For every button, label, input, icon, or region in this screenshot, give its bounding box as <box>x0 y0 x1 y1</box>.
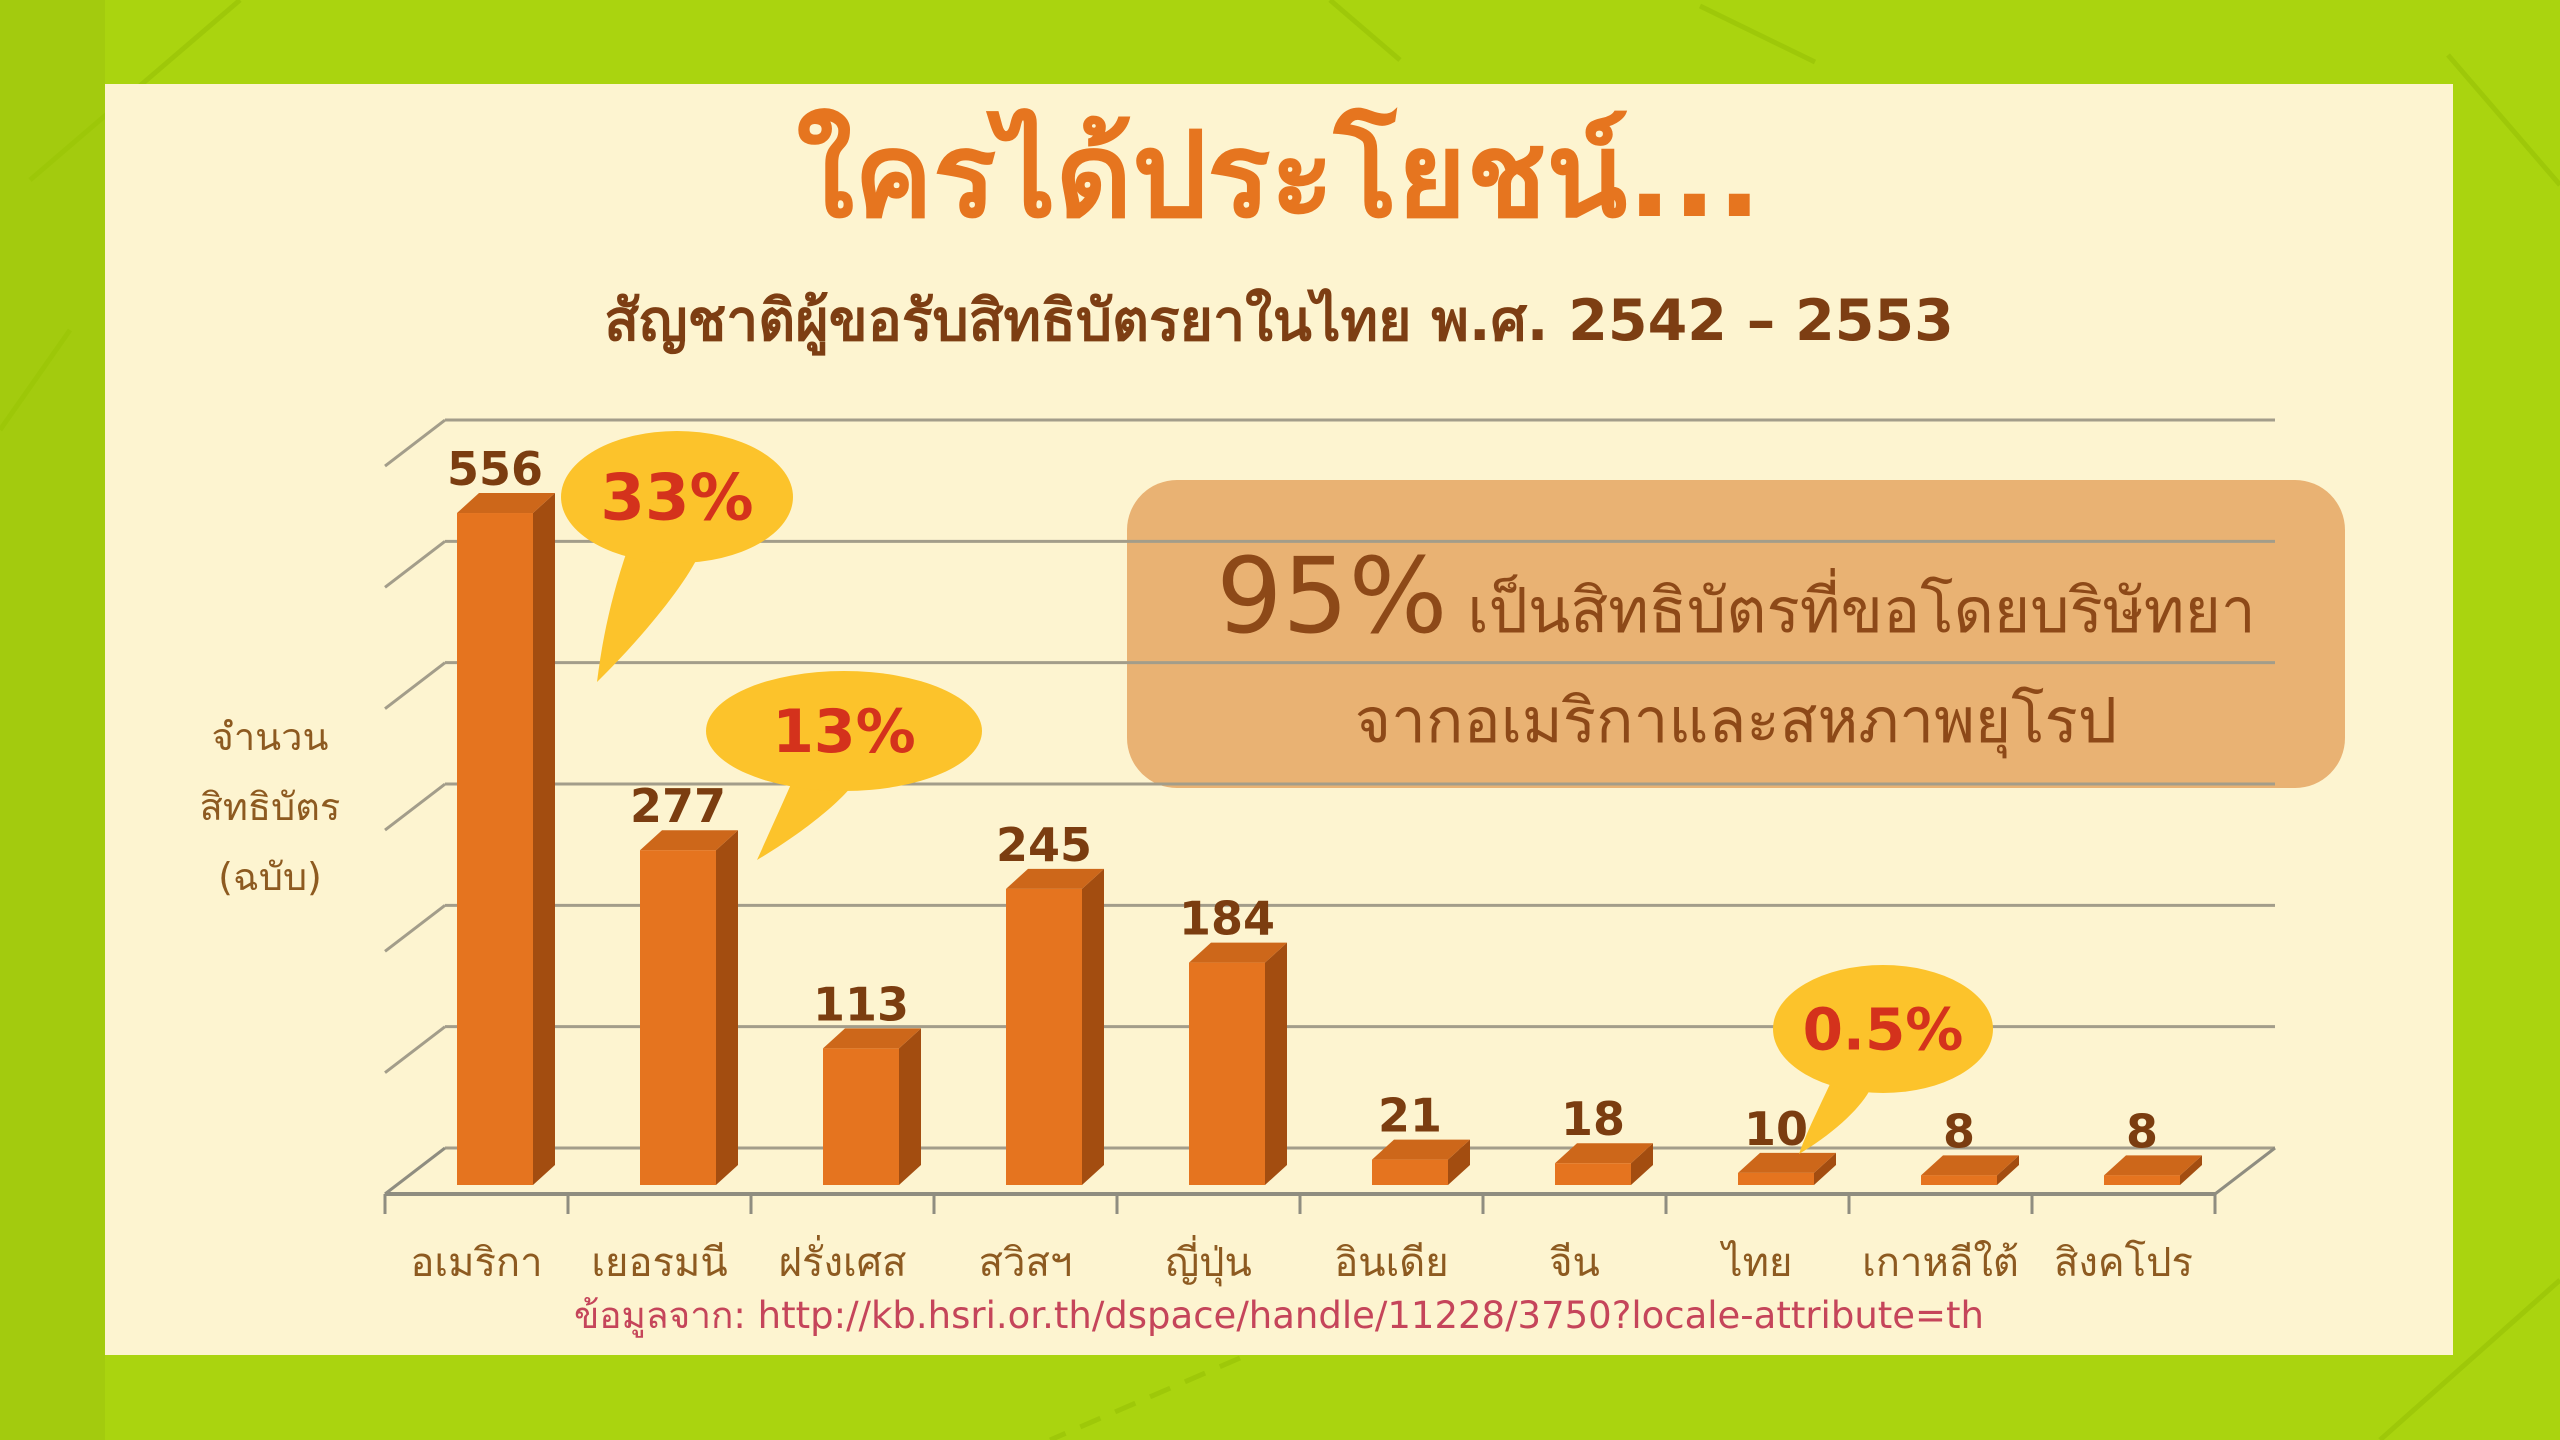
category-label: เยอรมนี <box>591 1240 727 1286</box>
bar <box>640 850 716 1185</box>
bar <box>1006 888 1082 1185</box>
gridline-hook <box>384 904 446 953</box>
bar-side-face <box>716 830 738 1185</box>
floor-left-edge <box>384 1146 446 1196</box>
bar-value-label: 10 <box>1744 1102 1808 1156</box>
bar <box>1921 1175 1997 1185</box>
callout-label: 33% <box>600 461 753 535</box>
bar-top-face <box>1372 1139 1470 1160</box>
callout-bubble-tail <box>597 548 701 682</box>
annotation-box <box>1127 480 2345 788</box>
bar-side-face <box>533 493 555 1185</box>
category-label: อเมริกา <box>410 1240 542 1286</box>
bar-side-face <box>2180 1155 2202 1185</box>
gridline-hook <box>384 540 446 589</box>
bar-top-face <box>640 830 738 851</box>
bar-side-face <box>1448 1139 1470 1185</box>
bar-value-label: 113 <box>813 977 909 1031</box>
bar <box>1372 1159 1448 1185</box>
bar-side-face <box>1631 1143 1653 1185</box>
floor-right-edge <box>2214 1146 2276 1196</box>
category-label: อินเดีย <box>1334 1240 1448 1286</box>
category-label: ญี่ปุ่น <box>1165 1235 1252 1287</box>
bar-value-label: 277 <box>630 779 726 833</box>
bar-value-label: 556 <box>447 442 543 496</box>
bar-side-face <box>1814 1152 1836 1185</box>
source-url: http://kb.hsri.or.th/dspace/handle/11228… <box>757 1294 1985 1337</box>
y-axis-label-line3: (ฉบับ) <box>218 855 322 899</box>
bar-side-face <box>1265 942 1287 1185</box>
bar <box>2104 1175 2180 1185</box>
y-axis-label-line2: สิทธิบัตร <box>199 785 341 829</box>
bar-top-face <box>1555 1143 1653 1164</box>
annotation-text-line1: 95% เป็นสิทธิบัตรที่ขอโดยบริษัทยา <box>1216 535 2255 657</box>
callout-bubble-tail <box>1799 1082 1873 1154</box>
callout-bubble <box>1773 965 1993 1093</box>
annotation-text-line2: จากอเมริกาและสหภาพยุโรป <box>1355 684 2117 758</box>
bar-side-face <box>899 1028 921 1185</box>
callout-label: 13% <box>772 697 916 767</box>
category-label: เกาหลีใต้ <box>1862 1239 2019 1286</box>
bar <box>1555 1163 1631 1185</box>
y-axis-label-line1: จำนวน <box>211 715 329 759</box>
bar-value-label: 8 <box>1943 1104 1975 1158</box>
gridline-hook <box>384 1025 446 1074</box>
category-label: จีน <box>1549 1240 1600 1286</box>
bar-top-face <box>1738 1152 1836 1173</box>
bar-top-face <box>2104 1155 2202 1176</box>
background-left-strip <box>0 0 105 1440</box>
bar-top-face <box>1921 1155 2019 1176</box>
annotation-highlight: 95% <box>1216 535 1447 657</box>
source-prefix: ข้อมูลจาก: <box>573 1294 746 1337</box>
callout-label: 0.5% <box>1803 995 1964 1063</box>
annotation-line1-rest: เป็นสิทธิบัตรที่ขอโดยบริษัทยา <box>1467 568 2255 647</box>
bar-value-label: 245 <box>996 818 1092 872</box>
category-label: ฝรั่งเศส <box>779 1235 907 1286</box>
bar-top-face <box>1006 868 1104 889</box>
bar <box>1189 962 1265 1185</box>
category-label: สวิสฯ <box>979 1240 1073 1286</box>
bar-top-face <box>823 1028 921 1049</box>
bar-value-label: 21 <box>1378 1089 1442 1143</box>
bar <box>1738 1172 1814 1185</box>
category-label: สิงคโปร <box>2054 1240 2193 1286</box>
callout-bubble <box>561 431 793 563</box>
bar-value-label: 184 <box>1179 892 1275 946</box>
bar-top-face <box>457 493 555 514</box>
bar-value-label: 8 <box>2126 1104 2158 1158</box>
callout-bubble <box>706 671 982 791</box>
bar-value-label: 18 <box>1561 1092 1625 1146</box>
callout-bubble-tail <box>757 776 859 860</box>
page-title: ใครได้ประโยชน์... <box>796 106 1762 244</box>
source-citation: ข้อมูลจาก: http://kb.hsri.or.th/dspace/h… <box>105 1286 2453 1345</box>
gridline-hook <box>384 418 446 468</box>
bar-side-face <box>1082 868 1104 1185</box>
bar <box>823 1048 899 1185</box>
bar-side-face <box>1997 1155 2019 1185</box>
y-axis-label: จำนวน สิทธิบัตร (ฉบับ) <box>160 702 380 912</box>
bar <box>457 513 533 1185</box>
bar-top-face <box>1189 942 1287 963</box>
page-subtitle: สัญชาติผู้ขอรับสิทธิบัตรยาในไทย พ.ศ. 254… <box>604 288 1954 354</box>
gridline-hook <box>384 661 446 710</box>
category-label: ไทย <box>1720 1240 1793 1286</box>
gridline-hook <box>384 782 446 832</box>
